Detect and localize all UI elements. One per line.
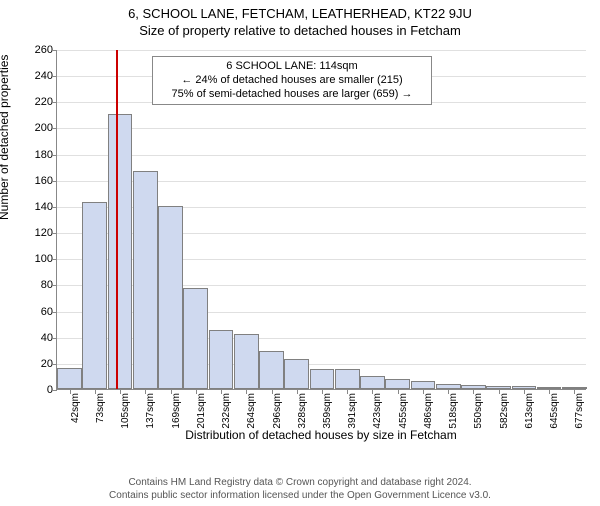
y-tick-mark [52, 390, 57, 391]
x-tick-label: 42sqm [70, 393, 81, 423]
x-tick-mark [70, 389, 71, 394]
y-tick-mark [52, 155, 57, 156]
x-tick-mark [297, 389, 298, 394]
histogram-bar [108, 114, 133, 389]
y-tick-mark [52, 181, 57, 182]
x-tick-label: 359sqm [322, 393, 333, 429]
x-tick-mark [398, 389, 399, 394]
histogram-bar [284, 359, 309, 389]
y-tick-mark [52, 338, 57, 339]
x-tick-label: 455sqm [398, 393, 409, 429]
x-tick-mark [322, 389, 323, 394]
x-tick-mark [423, 389, 424, 394]
histogram-bar [57, 368, 82, 389]
x-tick-mark [347, 389, 348, 394]
footer-line-2: Contains public sector information licen… [0, 490, 600, 503]
footer-attribution: Contains HM Land Registry data © Crown c… [0, 477, 600, 502]
x-tick-mark [448, 389, 449, 394]
x-tick-label: 550sqm [473, 393, 484, 429]
x-tick-mark [473, 389, 474, 394]
histogram-bar [335, 369, 360, 389]
x-tick-label: 296sqm [272, 393, 283, 429]
x-tick-label: 137sqm [145, 393, 156, 429]
x-tick-mark [524, 389, 525, 394]
histogram-bar [234, 334, 259, 389]
gridline [57, 128, 586, 129]
y-tick-mark [52, 285, 57, 286]
annotation-line-1: 6 SCHOOL LANE: 114sqm [159, 60, 425, 74]
x-tick-mark [196, 389, 197, 394]
x-tick-mark [574, 389, 575, 394]
histogram-bar [259, 351, 284, 389]
x-tick-label: 645sqm [549, 393, 560, 429]
y-tick-mark [52, 128, 57, 129]
histogram-bar [158, 206, 183, 389]
x-tick-label: 264sqm [246, 393, 257, 429]
y-tick-mark [52, 233, 57, 234]
annotation-line-3: 75% of semi-detached houses are larger (… [159, 88, 425, 102]
y-tick-mark [52, 312, 57, 313]
annotation-box: 6 SCHOOL LANE: 114sqm ← 24% of detached … [152, 56, 432, 105]
x-tick-label: 613sqm [524, 393, 535, 429]
x-tick-label: 201sqm [196, 393, 207, 429]
x-tick-label: 328sqm [297, 393, 308, 429]
y-tick-mark [52, 76, 57, 77]
y-tick-mark [52, 102, 57, 103]
histogram-bar [133, 171, 158, 389]
x-tick-label: 486sqm [423, 393, 434, 429]
annotation-line-2: ← 24% of detached houses are smaller (21… [159, 74, 425, 88]
y-tick-mark [52, 207, 57, 208]
chart-title-sub: Size of property relative to detached ho… [0, 23, 600, 38]
x-tick-mark [549, 389, 550, 394]
x-tick-mark [145, 389, 146, 394]
property-marker-line [116, 50, 118, 389]
x-tick-mark [95, 389, 96, 394]
y-tick-mark [52, 259, 57, 260]
x-tick-mark [272, 389, 273, 394]
gridline [57, 155, 586, 156]
x-tick-label: 169sqm [171, 393, 182, 429]
histogram-bar [385, 379, 410, 389]
x-tick-label: 423sqm [372, 393, 383, 429]
footer-line-1: Contains HM Land Registry data © Crown c… [0, 477, 600, 490]
x-tick-mark [246, 389, 247, 394]
histogram-bar [82, 202, 107, 389]
histogram-bar [209, 330, 234, 389]
y-tick-mark [52, 364, 57, 365]
x-tick-label: 582sqm [499, 393, 510, 429]
histogram-bar [360, 376, 385, 389]
chart-container: Number of detached properties 0204060801… [0, 50, 600, 430]
x-tick-mark [120, 389, 121, 394]
x-tick-label: 391sqm [347, 393, 358, 429]
histogram-bar [183, 288, 208, 389]
x-tick-mark [499, 389, 500, 394]
y-axis-label: Number of detached properties [0, 55, 11, 220]
x-tick-mark [372, 389, 373, 394]
x-axis-label: Distribution of detached houses by size … [56, 428, 586, 442]
x-tick-label: 677sqm [574, 393, 585, 429]
plot-area: 02040608010012014016018020022024026042sq… [56, 50, 586, 390]
x-tick-mark [171, 389, 172, 394]
x-tick-label: 232sqm [221, 393, 232, 429]
histogram-bar [411, 381, 436, 389]
x-tick-mark [221, 389, 222, 394]
x-tick-label: 73sqm [95, 393, 106, 423]
x-tick-label: 518sqm [448, 393, 459, 429]
gridline [57, 50, 586, 51]
y-tick-mark [52, 50, 57, 51]
x-tick-label: 105sqm [120, 393, 131, 429]
chart-title-main: 6, SCHOOL LANE, FETCHAM, LEATHERHEAD, KT… [0, 6, 600, 21]
histogram-bar [310, 369, 335, 389]
